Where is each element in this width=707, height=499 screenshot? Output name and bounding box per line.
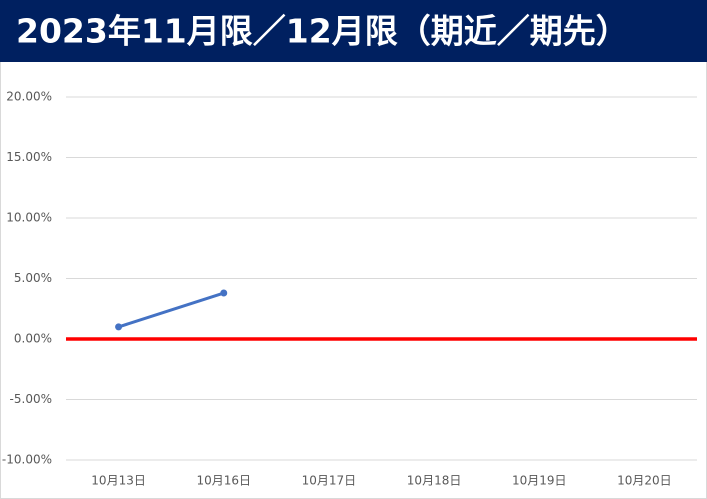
x-tick-label: 10月17日 [302, 474, 357, 488]
y-tick-label: 0.00% [14, 332, 52, 346]
x-tick-label: 10月13日 [91, 474, 146, 488]
series-point [115, 323, 123, 331]
x-tick-label: 10月16日 [196, 474, 251, 488]
y-tick-label: -5.00% [10, 392, 52, 406]
series-point [220, 289, 228, 297]
y-tick-label: 20.00% [6, 90, 52, 104]
series-line [117, 291, 226, 329]
title-bar [0, 0, 707, 62]
y-tick-label: 5.00% [14, 271, 52, 285]
chart-title: 2023年11月限／12月限（期近／期先） [16, 12, 629, 51]
x-tick-label: 10月19日 [512, 474, 567, 488]
y-tick-label: 10.00% [6, 211, 52, 225]
x-tick-label: 10月20日 [617, 474, 672, 488]
x-tick-label: 10月18日 [407, 474, 462, 488]
y-tick-label: -10.00% [2, 453, 52, 467]
y-tick-label: 15.00% [6, 150, 52, 164]
